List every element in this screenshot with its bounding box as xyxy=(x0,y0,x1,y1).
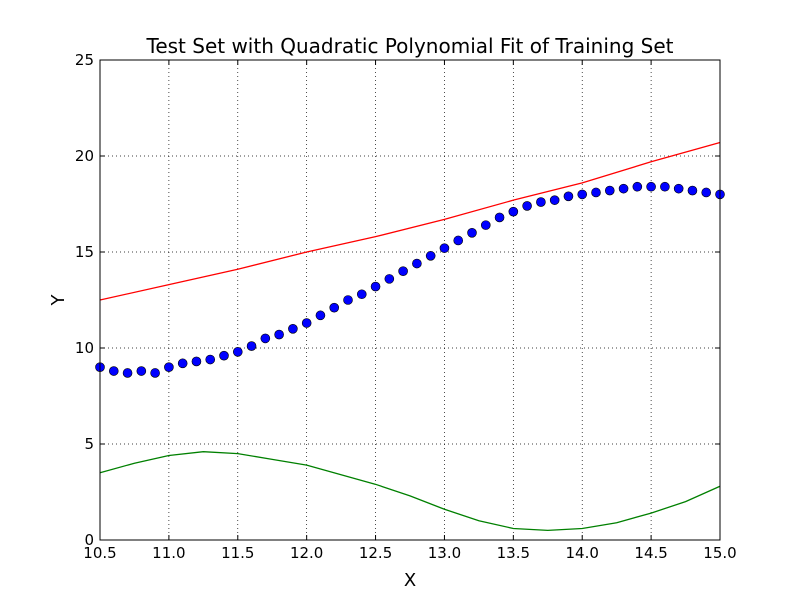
x-tick-label: 12.5 xyxy=(359,544,392,562)
scatter-point xyxy=(425,251,436,261)
residual-series xyxy=(99,451,721,532)
fit-line xyxy=(99,141,721,301)
scatter-point xyxy=(329,302,340,313)
x-tick-label: 14.5 xyxy=(634,544,667,562)
x-tick-label: 10.5 xyxy=(83,544,116,562)
y-tick-label: 5 xyxy=(84,435,94,453)
scatter-point xyxy=(439,243,450,253)
scatter-point xyxy=(384,274,395,284)
scatter-point xyxy=(453,235,464,246)
scatter-point xyxy=(315,310,326,321)
scatter-point xyxy=(260,333,271,344)
scatter-series xyxy=(95,181,725,378)
scatter-point xyxy=(274,329,284,340)
x-tick-label: 14.0 xyxy=(566,544,599,562)
scatter-point xyxy=(150,368,160,378)
scatter-point xyxy=(122,368,133,378)
x-tick-label: 15.0 xyxy=(703,544,736,562)
scatter-point xyxy=(343,295,353,305)
scatter-point xyxy=(480,220,491,230)
scatter-point xyxy=(660,181,670,192)
grid xyxy=(100,60,720,540)
scatter-point xyxy=(536,197,546,207)
y-tick-label: 25 xyxy=(75,51,94,69)
fit-series xyxy=(99,141,721,301)
scatter-point xyxy=(412,258,422,269)
scatter-point xyxy=(136,366,147,376)
scatter-point xyxy=(288,323,298,334)
scatter-point xyxy=(687,185,698,196)
chart-title: Test Set with Quadratic Polynomial Fit o… xyxy=(146,34,674,58)
y-axis-label: Y xyxy=(48,294,69,307)
scatter-point xyxy=(232,347,243,357)
scatter-point xyxy=(591,187,601,198)
scatter-point xyxy=(205,354,216,365)
y-tick-label: 10 xyxy=(75,339,94,357)
scatter-point xyxy=(246,341,257,351)
scatter-point xyxy=(467,228,477,238)
scatter-point xyxy=(191,356,202,367)
scatter-point xyxy=(646,181,656,192)
scatter-point xyxy=(673,183,684,194)
scatter-point xyxy=(604,185,615,196)
x-tick-label: 13.0 xyxy=(428,544,461,562)
residual-line xyxy=(99,451,721,532)
scatter-point xyxy=(522,201,532,211)
x-tick-label: 11.5 xyxy=(221,544,254,562)
scatter-point xyxy=(549,195,560,205)
y-tick-label: 0 xyxy=(84,531,94,549)
scatter-point xyxy=(563,191,574,202)
scatter-point xyxy=(632,181,643,192)
scatter-point xyxy=(219,350,229,361)
scatter-point xyxy=(356,289,367,300)
scatter-point xyxy=(301,318,312,328)
scatter-point xyxy=(108,366,119,376)
x-axis-label: X xyxy=(404,570,416,591)
scatter-point xyxy=(618,183,629,194)
x-tick-label: 13.5 xyxy=(497,544,530,562)
scatter-point xyxy=(577,189,588,200)
x-tick-label: 11.0 xyxy=(152,544,185,562)
scatter-point xyxy=(177,358,188,369)
y-tick-label: 15 xyxy=(75,243,94,261)
scatter-point xyxy=(494,212,505,223)
y-tick-label: 20 xyxy=(75,147,94,165)
scatter-point xyxy=(508,206,519,217)
scatter-point xyxy=(370,281,381,292)
x-tick-label: 12.0 xyxy=(290,544,323,562)
axis-ticks: 10.5 11.0 11.5 12.0 12.5 13.0 13.5 14.0 14.5 15.0… xyxy=(75,51,737,562)
plot-frame xyxy=(99,59,721,541)
scatter-point xyxy=(398,266,408,277)
scatter-point xyxy=(164,362,174,373)
scatter-point xyxy=(701,187,712,198)
